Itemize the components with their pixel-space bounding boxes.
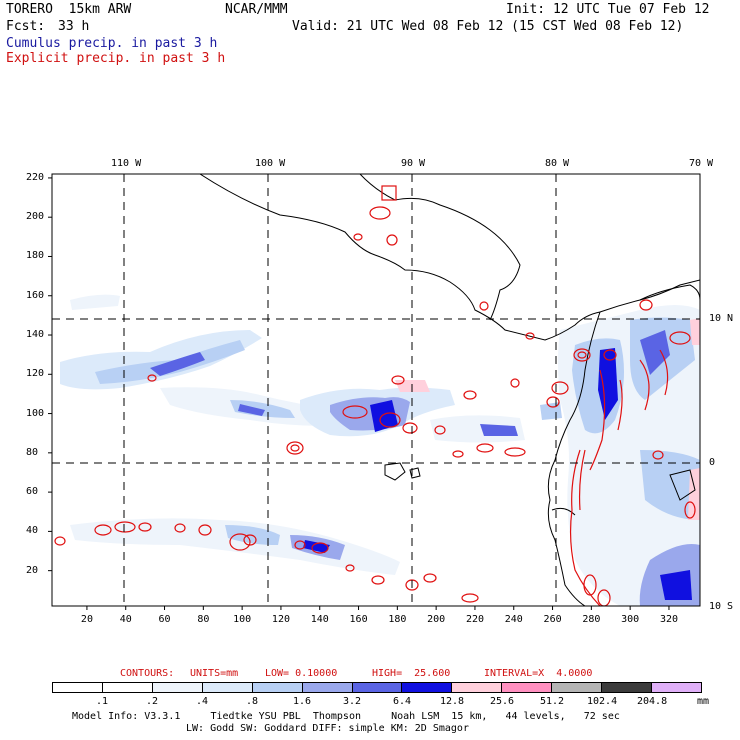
colorbar-swatch <box>452 683 503 692</box>
colorbar-label: 51.2 <box>540 696 565 707</box>
lon-label-80w: 80 W <box>545 158 570 169</box>
map-frame <box>51 173 701 607</box>
organization: NCAR/MMM <box>225 2 288 17</box>
y-tick-label: 80 <box>26 446 39 458</box>
contours-high: HIGH= 25.600 <box>372 668 451 679</box>
x-tick-label: 180 <box>388 614 407 625</box>
lon-label-100w: 100 W <box>255 158 286 169</box>
colorbar-swatch <box>252 683 303 692</box>
colorbar-swatch <box>102 683 153 692</box>
precip-field <box>60 294 700 606</box>
x-tick-label: 300 <box>621 614 640 625</box>
colorbar-swatch <box>602 683 653 692</box>
colorbar-swatch <box>202 683 253 692</box>
x-tick-label: 80 <box>197 614 210 625</box>
y-tick-label: 220 <box>26 171 45 183</box>
x-tick-label: 320 <box>659 614 679 625</box>
colorbar-swatch <box>652 683 701 692</box>
y-tick-label: 140 <box>26 329 45 341</box>
axis-ticks <box>48 177 670 610</box>
init-time: Init: 12 UTC Tue 07 Feb 12 <box>506 2 710 17</box>
colorbar-label: 1.6 <box>293 696 312 707</box>
graticule <box>52 174 700 606</box>
colorbar-label: 3.2 <box>343 696 362 707</box>
explicit-legend: Explicit precip. in past 3 h <box>6 51 226 66</box>
colorbar-swatch <box>302 683 353 692</box>
colorbar-swatch <box>152 683 203 692</box>
lon-label-110w: 110 W <box>111 158 142 169</box>
lat-label-10s: 10 S <box>709 601 734 612</box>
colorbar-label: 6.4 <box>393 696 412 707</box>
colorbar-label: .1 <box>96 696 109 707</box>
colorbar-swatch <box>53 683 103 692</box>
colorbar-label: 12.8 <box>440 696 465 707</box>
colorbar-unit: mm <box>697 696 710 707</box>
colorbar-label: .2 <box>146 696 159 707</box>
colorbar-label: 102.4 <box>587 696 618 707</box>
x-tick-label: 60 <box>158 614 171 625</box>
forecast-label: Fcst: <box>6 19 46 34</box>
forecast-hours: 33 h <box>58 19 90 34</box>
model-info: Model Info: V3.3.1 Tiedtke YSU PBL Thomp… <box>72 711 620 722</box>
contours-low: LOW= 0.10000 <box>265 668 338 679</box>
colorbar-label: 204.8 <box>637 696 668 707</box>
colorbar-label: 25.6 <box>490 696 515 707</box>
colorbar-swatch <box>552 683 603 692</box>
contours-units: UNITS=mm <box>190 668 239 679</box>
lon-label-90w: 90 W <box>401 158 426 169</box>
contours-prefix: CONTOURS: <box>120 668 175 679</box>
x-tick-label: 140 <box>310 614 329 625</box>
cumulus-legend: Cumulus precip. in past 3 h <box>6 36 218 51</box>
contours-interval: INTERVAL=X 4.0000 <box>484 668 593 679</box>
explicit-contours <box>54 185 696 606</box>
x-tick-label: 280 <box>582 614 601 625</box>
y-tick-label: 160 <box>26 289 45 301</box>
y-tick-label: 100 <box>26 407 45 419</box>
x-tick-label: 220 <box>465 614 484 625</box>
y-tick-label: 120 <box>26 368 45 380</box>
y-tick-label: 40 <box>26 525 39 537</box>
x-tick-label: 120 <box>271 614 290 625</box>
colorbar-swatch <box>502 683 553 692</box>
colorbar-swatch <box>352 683 403 692</box>
x-tick-label: 40 <box>119 614 132 625</box>
x-tick-label: 260 <box>543 614 562 625</box>
x-tick-label: 160 <box>349 614 368 625</box>
colorbar-label: .8 <box>246 696 259 707</box>
y-tick-label: 180 <box>26 250 45 262</box>
valid-time: Valid: 21 UTC Wed 08 Feb 12 (15 CST Wed … <box>292 19 684 34</box>
y-tick-label: 200 <box>26 211 45 223</box>
physics-info: LW: Godd SW: Goddard DIFF: simple KM: 2D… <box>186 723 469 734</box>
y-tick-label: 20 <box>26 564 39 576</box>
colorbar-label: .4 <box>196 696 209 707</box>
x-tick-label: 20 <box>80 614 93 625</box>
model-title: TORERO 15km ARW <box>6 2 132 17</box>
lat-label-0: 0 <box>709 457 716 468</box>
lat-label-10n: 10 N <box>709 313 734 324</box>
colorbar-swatch <box>402 683 453 692</box>
lon-label-70w: 70 W <box>689 158 714 169</box>
precip-colorbar <box>52 682 702 693</box>
y-tick-label: 60 <box>26 486 39 498</box>
x-tick-label: 240 <box>504 614 523 625</box>
x-tick-label: 100 <box>233 614 252 625</box>
x-tick-label: 200 <box>427 614 446 625</box>
